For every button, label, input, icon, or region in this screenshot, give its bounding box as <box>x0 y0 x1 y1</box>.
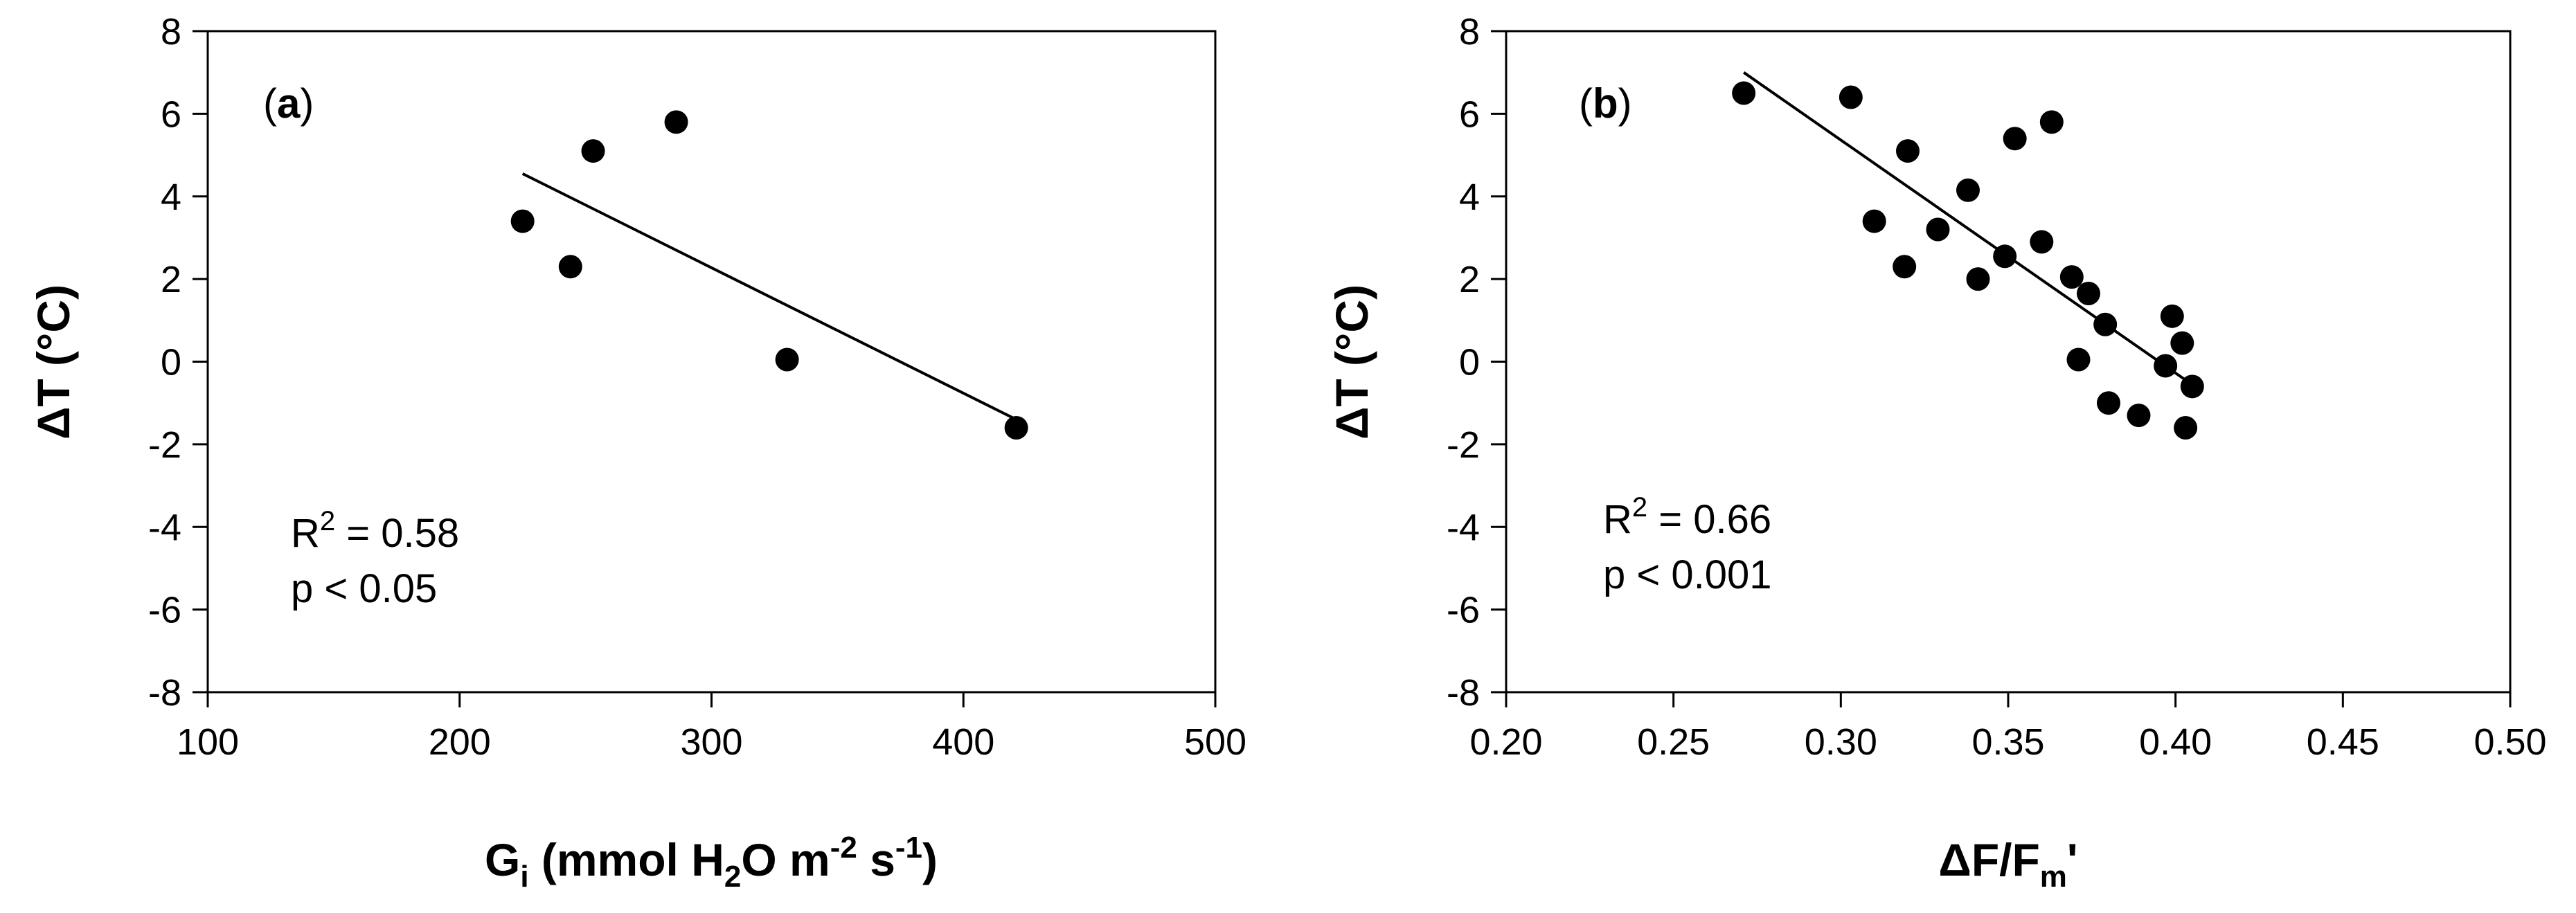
panel-label: (b) <box>1579 80 1632 127</box>
p-value-text: p < 0.001 <box>1603 552 1772 597</box>
data-point <box>1893 255 1917 279</box>
y-tick-label: 4 <box>161 177 181 218</box>
y-tick-label: 4 <box>1459 177 1480 218</box>
y-tick-label: 2 <box>1459 259 1480 300</box>
data-point <box>558 255 582 279</box>
x-tick-label: 400 <box>932 721 994 763</box>
y-tick-label: 0 <box>161 342 181 383</box>
y-tick-label: -6 <box>148 590 181 631</box>
panel-a: -8 -6 -4 -2 0 2 4 6 8 100 200 300 400 500 (a) R2 = 0… <box>28 11 1246 894</box>
regression-line <box>521 172 1017 421</box>
x-tick-label: 0.20 <box>1469 721 1542 763</box>
y-tick-label: -6 <box>1447 590 1480 631</box>
y-tick-label: -4 <box>1447 507 1480 548</box>
x-tick-marks <box>206 692 1217 707</box>
data-point <box>2097 391 2120 415</box>
x-tick-label: 200 <box>429 721 491 763</box>
data-point <box>1004 416 1028 440</box>
y-tick-label: 8 <box>161 11 181 53</box>
data-point <box>1966 267 1990 291</box>
r-squared-text: R2 = 0.66 <box>1603 492 1771 542</box>
data-point <box>2154 354 2178 378</box>
y-tick-label: -4 <box>148 507 181 548</box>
data-point <box>2077 282 2100 306</box>
data-point <box>2170 331 2194 355</box>
data-point <box>2127 404 2151 428</box>
y-axis-title: ΔT (°C) <box>1326 284 1377 440</box>
r-squared-text: R2 = 0.58 <box>291 506 459 556</box>
y-tick-label: -8 <box>1447 672 1480 714</box>
x-tick-labels: 100 200 300 400 500 <box>177 721 1246 763</box>
y-tick-label: -8 <box>148 672 181 714</box>
data-point <box>1862 209 1886 233</box>
x-axis-title: Gi (mmol H2O m-2 s-1) <box>485 831 938 894</box>
data-point <box>2003 127 2027 151</box>
y-axis-title: ΔT (°C) <box>28 284 79 440</box>
y-tick-labels: -8 -6 -4 -2 0 2 4 6 8 <box>148 11 181 714</box>
y-tick-marks <box>193 30 208 694</box>
data-point <box>1732 81 1756 105</box>
x-tick-label: 0.30 <box>1805 721 1877 763</box>
data-point <box>1993 244 2017 269</box>
y-tick-label: -2 <box>148 424 181 466</box>
y-tick-label: 8 <box>1459 11 1480 53</box>
plot-frame <box>206 30 1217 694</box>
p-value-text: p < 0.05 <box>291 566 437 611</box>
data-point <box>1839 85 1863 109</box>
x-tick-labels: 0.20 0.25 0.30 0.35 0.40 0.45 0.50 <box>1469 721 2546 763</box>
x-tick-label: 0.35 <box>1971 721 2044 763</box>
y-tick-labels: -8 -6 -4 -2 0 2 4 6 8 <box>1447 11 1480 714</box>
panel-label: (a) <box>263 80 314 127</box>
data-point <box>510 209 535 233</box>
data-point <box>1926 217 1950 242</box>
y-tick-label: 6 <box>161 93 181 135</box>
y-tick-label: 6 <box>1459 93 1480 135</box>
y-tick-label: -2 <box>1447 424 1480 466</box>
data-point <box>2160 304 2184 328</box>
x-tick-label: 100 <box>177 721 239 763</box>
data-points <box>1732 81 2204 440</box>
x-tick-label: 0.45 <box>2307 721 2379 763</box>
data-point <box>581 139 605 163</box>
data-point <box>1956 178 1980 202</box>
x-tick-label: 300 <box>680 721 742 763</box>
data-point <box>775 347 799 372</box>
data-point <box>2093 312 2118 336</box>
data-point <box>2030 230 2054 254</box>
x-axis-title: ΔF/Fm' <box>1938 834 2077 894</box>
data-point <box>1896 139 1920 163</box>
data-point <box>2039 110 2064 134</box>
data-point <box>2180 374 2204 399</box>
y-tick-label: 2 <box>161 259 181 300</box>
x-tick-label: 0.40 <box>2139 721 2212 763</box>
data-point <box>2066 347 2091 372</box>
data-points <box>510 110 1028 440</box>
x-tick-label: 500 <box>1184 721 1246 763</box>
data-point <box>664 110 688 134</box>
panel-letter: a <box>277 80 301 127</box>
y-tick-label: 0 <box>1459 342 1480 383</box>
y-tick-marks <box>1491 30 1506 694</box>
x-tick-label: 0.25 <box>1637 721 1710 763</box>
data-point <box>2174 416 2198 440</box>
panel-letter: b <box>1593 80 1618 127</box>
x-tick-marks <box>1505 692 2512 707</box>
data-point <box>2059 265 2084 289</box>
x-tick-label: 0.50 <box>2474 721 2546 763</box>
